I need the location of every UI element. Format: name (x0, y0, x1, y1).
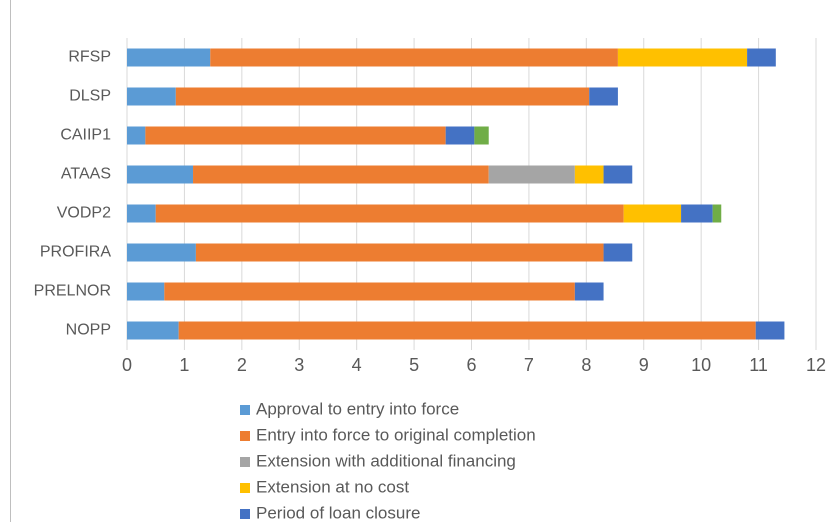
legend-label: Period of loan closure (256, 503, 420, 522)
bar-segment (618, 49, 747, 67)
bar-segment (145, 127, 445, 145)
bar-segment (604, 166, 633, 184)
bar-segment (489, 166, 575, 184)
bar-segment (575, 166, 604, 184)
x-tick-label: 2 (237, 355, 247, 375)
bar-segment (210, 49, 618, 67)
bar-segment (156, 205, 624, 223)
bar-segment (604, 244, 633, 262)
x-tick-label: 12 (806, 355, 826, 375)
x-tick-label: 11 (749, 355, 768, 375)
bar-segment (624, 205, 681, 223)
x-tick-label: 7 (524, 355, 534, 375)
x-tick-label: 0 (122, 355, 132, 375)
y-tick-label: CAIIP1 (60, 127, 111, 144)
bar-segment (446, 127, 475, 145)
legend-swatch (240, 431, 250, 441)
legend-swatch (240, 509, 250, 519)
legend-label: Extension with additional financing (256, 451, 516, 470)
legend-swatch (240, 405, 250, 415)
bar-segment (127, 283, 164, 301)
y-tick-label: VODP2 (57, 205, 111, 222)
bar-segment (127, 49, 210, 67)
bar-segment (193, 166, 489, 184)
legend-label: Extension at no cost (256, 477, 409, 496)
bar-segment (164, 283, 575, 301)
bar-segment (127, 244, 196, 262)
x-tick-label: 5 (409, 355, 419, 375)
legend-label: Approval to entry into force (256, 399, 459, 418)
x-tick-label: 8 (581, 355, 591, 375)
x-tick-label: 3 (294, 355, 304, 375)
y-tick-label: DLSP (69, 88, 111, 105)
x-tick-label: 6 (466, 355, 476, 375)
bar-segment (474, 127, 488, 145)
x-tick-label: 4 (352, 355, 362, 375)
bar-segment (196, 244, 604, 262)
x-tick-label: 1 (179, 355, 189, 375)
bar-segment (713, 205, 722, 223)
bar-segment (681, 205, 713, 223)
y-tick-label: PROFIRA (40, 244, 111, 261)
x-tick-label: 10 (691, 355, 711, 375)
bar-segment (747, 49, 776, 67)
legend-swatch (240, 483, 250, 493)
bar-segment (179, 322, 756, 340)
bar-segment (127, 88, 176, 106)
bar-segment (127, 322, 179, 340)
bar-segment (756, 322, 785, 340)
bar-segment (176, 88, 589, 106)
x-tick-label: 9 (639, 355, 649, 375)
bar-segment (589, 88, 618, 106)
y-tick-label: NOPP (66, 322, 111, 339)
bar-segment (575, 283, 604, 301)
legend-label: Entry into force to original completion (256, 425, 536, 444)
y-tick-label: PRELNOR (34, 283, 111, 300)
y-tick-label: RFSP (68, 49, 111, 66)
legend-swatch (240, 457, 250, 467)
bar-segment (127, 166, 193, 184)
bar-segment (127, 127, 145, 145)
y-tick-label: ATAAS (61, 166, 111, 183)
bar-segment (127, 205, 156, 223)
